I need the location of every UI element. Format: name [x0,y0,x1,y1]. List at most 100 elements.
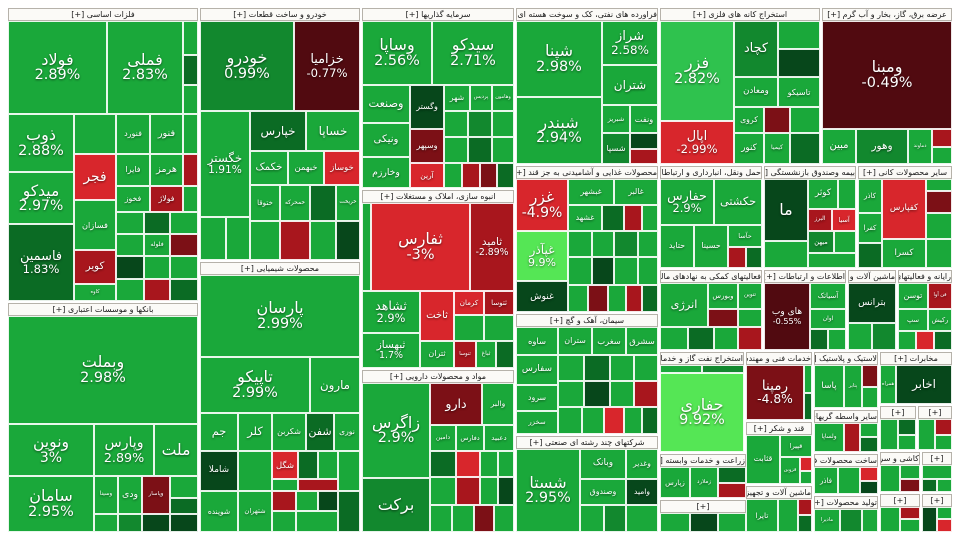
stock-tile[interactable]: شکربن [272,413,306,451]
stock-tile[interactable] [880,465,900,492]
stock-tile[interactable]: کاذر [858,179,882,213]
stock-tile[interactable]: اپال -2.99% [660,121,734,164]
stock-tile[interactable] [200,217,226,260]
stock-tile[interactable]: ثاخت [420,291,454,341]
stock-tile[interactable] [74,114,116,154]
stock-tile[interactable] [880,419,898,450]
stock-tile[interactable]: خساپا [306,111,360,151]
stock-tile[interactable] [456,477,480,505]
stock-tile[interactable]: کفرا [858,213,882,243]
stock-tile[interactable]: مارون [310,357,360,413]
sector-header[interactable]: [+] [880,406,916,419]
stock-tile[interactable] [800,457,812,471]
stock-tile[interactable]: شستا 2.95% [516,449,580,532]
stock-tile[interactable]: ولساپا [814,423,844,452]
stock-tile[interactable]: انرژی [660,283,708,327]
stock-tile[interactable] [738,327,762,350]
stock-tile[interactable] [497,163,514,188]
sector-header[interactable]: استخراج کانه های فلزی [+] [660,8,820,21]
stock-tile[interactable]: سخزر [516,411,558,434]
stock-tile[interactable] [898,435,916,450]
stock-tile[interactable] [272,511,296,532]
stock-tile[interactable] [922,479,937,492]
stock-tile[interactable] [580,505,604,532]
stock-tile[interactable]: فلوله [144,234,170,256]
stock-tile[interactable]: کاوه [74,284,116,301]
stock-tile[interactable]: شاملا [200,451,238,491]
stock-tile[interactable]: دارو [430,383,482,425]
stock-tile[interactable]: کلر [238,413,272,451]
stock-tile[interactable] [454,315,484,341]
stock-tile[interactable] [922,465,952,479]
stock-tile[interactable] [804,365,812,393]
stock-tile[interactable]: ثتوسا [484,291,514,315]
stock-tile[interactable] [688,327,714,350]
stock-tile[interactable]: وپارس 2.89% [94,424,154,476]
stock-tile[interactable]: شفن [306,413,334,451]
stock-tile[interactable] [838,467,860,494]
stock-tile[interactable]: حآسا [728,225,762,247]
stock-tile[interactable]: ثبهساز 1.7% [362,333,420,368]
stock-tile[interactable]: آسیاتک [810,283,846,309]
sector-header[interactable]: شرکتهای چند رشته ای صنعتی [+] [516,436,658,449]
stock-tile[interactable] [604,407,624,434]
sector-header[interactable]: حمل ونقل، انبارداری و ارتباطات [+] [660,166,762,179]
sector-header[interactable]: انبوه سازی، املاک و مستغلات [+] [362,190,514,203]
stock-tile[interactable] [900,519,920,532]
stock-tile[interactable] [183,114,198,154]
sector-header[interactable]: اطلاعات و ارتباطات [+] [764,270,846,283]
stock-tile[interactable] [116,256,144,279]
stock-tile[interactable] [714,327,738,350]
stock-tile[interactable]: ثنوسا [454,341,476,368]
stock-tile[interactable]: نوری [334,413,360,451]
stock-tile[interactable]: خمحرکه [280,185,310,221]
stock-tile[interactable] [630,133,658,149]
stock-tile[interactable]: وصندوق [580,479,626,505]
stock-tile[interactable] [318,451,338,479]
sector-header[interactable]: قند و شکر [+] [746,422,812,435]
stock-tile[interactable]: زپارس [660,467,690,498]
stock-tile[interactable]: تاپیکو 2.99% [200,357,310,413]
sector-header[interactable]: خدمات فنی و مهندسی [+] [746,352,812,365]
stock-tile[interactable] [900,465,920,479]
stock-tile[interactable]: وامید [626,479,658,505]
stock-tile[interactable] [642,285,658,312]
stock-tile[interactable]: وپاسار [142,476,170,514]
stock-tile[interactable] [898,419,916,435]
stock-tile[interactable] [602,205,624,231]
stock-tile[interactable] [918,419,935,450]
stock-tile[interactable]: فولاژ [150,186,183,212]
stock-tile[interactable] [280,221,310,260]
stock-tile[interactable] [584,381,610,407]
stock-tile[interactable]: دفارس [456,425,484,451]
stock-tile[interactable] [116,279,144,301]
stock-tile[interactable]: بترانس [848,283,896,323]
stock-tile[interactable] [116,234,144,256]
sector-header[interactable]: [+] [922,452,952,465]
stock-tile[interactable] [872,323,896,350]
stock-tile[interactable] [932,129,952,147]
stock-tile[interactable]: کرمان [454,291,484,315]
stock-tile[interactable] [937,519,952,532]
stock-tile[interactable] [660,513,690,532]
stock-tile[interactable] [118,514,142,532]
stock-tile[interactable] [860,481,878,494]
stock-tile[interactable] [862,365,878,387]
sector-header[interactable]: استخراج نفت گاز و خدمات جنبی جز اکتشاف [… [660,352,744,365]
stock-tile[interactable] [862,509,878,532]
stock-tile[interactable]: کیمیا [764,133,790,164]
stock-tile[interactable]: ثفارس -3% [371,203,470,291]
stock-tile[interactable] [183,186,198,212]
stock-tile[interactable]: وهور [856,129,908,164]
sector-header[interactable]: فلزات اساسی [+] [8,8,198,21]
stock-tile[interactable] [474,505,494,532]
stock-tile[interactable]: مادیرا [814,509,840,532]
stock-tile[interactable] [468,137,492,163]
stock-tile[interactable]: خودرو 0.99% [200,21,294,111]
stock-tile[interactable] [880,507,900,532]
stock-tile[interactable] [610,381,634,407]
stock-tile[interactable] [718,467,746,483]
sector-header[interactable]: مواد و محصولات دارویی [+] [362,370,514,383]
stock-tile[interactable] [764,241,808,268]
stock-tile[interactable]: سرود [516,385,558,411]
